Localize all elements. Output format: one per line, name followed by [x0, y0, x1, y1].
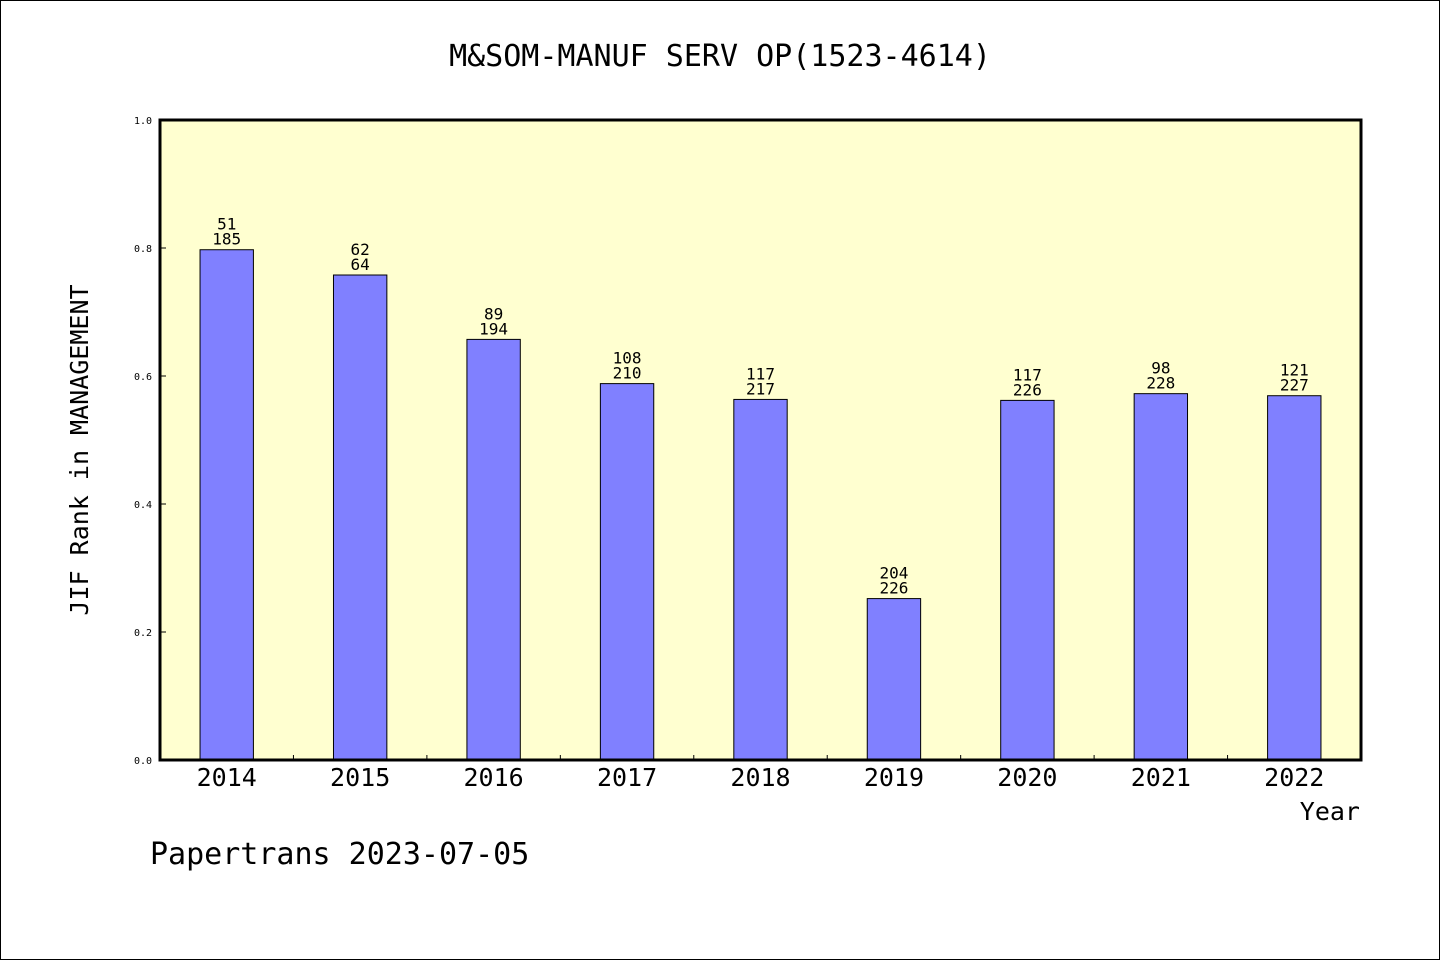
- plot-border: [158, 118, 1363, 762]
- y-tick-label-0.4: 0.4: [134, 500, 152, 511]
- data-label-total-2014: 185: [212, 230, 241, 249]
- bar-2015: [332, 274, 388, 761]
- bar-2016: [466, 338, 521, 761]
- data-label-rank-2019: 204: [879, 564, 908, 583]
- data-label-rank-2022: 121: [1280, 361, 1309, 380]
- data-label-rank-2016: 89: [484, 304, 503, 323]
- bar-2022: [1267, 395, 1322, 761]
- bar-2018: [733, 398, 788, 761]
- x-axis-label: Year: [1300, 797, 1360, 826]
- bar-2014: [199, 249, 254, 761]
- data-label-rank-2020: 117: [1013, 365, 1042, 384]
- data-label-rank-2015: 62: [351, 240, 370, 259]
- x-tick-label-2019: 2019: [864, 763, 924, 792]
- x-tick-label-2018: 2018: [730, 763, 790, 792]
- x-tick-label-2014: 2014: [197, 763, 257, 792]
- x-tick-label-2020: 2020: [997, 763, 1057, 792]
- bar-2017: [599, 383, 655, 761]
- bar-2021: [1133, 393, 1189, 761]
- data-label-rank-2017: 108: [613, 349, 642, 368]
- data-label-rank-2021: 98: [1151, 359, 1170, 378]
- credit-text: Papertrans 2023-07-05: [150, 837, 529, 872]
- data-label-total-2015: 64: [351, 255, 370, 274]
- data-label-rank-2018: 117: [746, 364, 775, 383]
- chart-title: M&SOM-MANUF SERV OP(1523-4614): [449, 39, 991, 74]
- data-label-rank-2014: 51: [217, 215, 236, 234]
- y-tick-label-0.6: 0.6: [134, 372, 152, 383]
- data-label-total-2017: 210: [613, 364, 642, 383]
- x-tick-label-2015: 2015: [330, 763, 390, 792]
- y-tick-label-0.8: 0.8: [134, 244, 152, 255]
- data-label-total-2016: 194: [479, 319, 508, 338]
- data-label-total-2020: 226: [1013, 380, 1042, 399]
- x-tick-label-2016: 2016: [464, 763, 524, 792]
- data-label-total-2018: 217: [746, 379, 775, 398]
- x-tick-label-2017: 2017: [597, 763, 657, 792]
- y-tick-label-0.0: 0.0: [134, 756, 152, 767]
- y-axis-label: JIF Rank in MANAGEMENT: [65, 284, 94, 615]
- data-label-total-2021: 228: [1146, 374, 1175, 393]
- bar-2020: [1000, 399, 1055, 761]
- y-tick-label-0.2: 0.2: [134, 628, 152, 639]
- data-label-total-2019: 226: [879, 579, 908, 598]
- data-label-total-2022: 227: [1280, 376, 1309, 395]
- x-tick-label-2022: 2022: [1264, 763, 1324, 792]
- y-tick-label-1.0: 1.0: [134, 116, 152, 127]
- x-tick-label-2021: 2021: [1131, 763, 1191, 792]
- x-axis: 2014 2015 2016 2017 2018 2019 2020 2021 2022: [197, 755, 1324, 792]
- bar-2019: [866, 598, 922, 761]
